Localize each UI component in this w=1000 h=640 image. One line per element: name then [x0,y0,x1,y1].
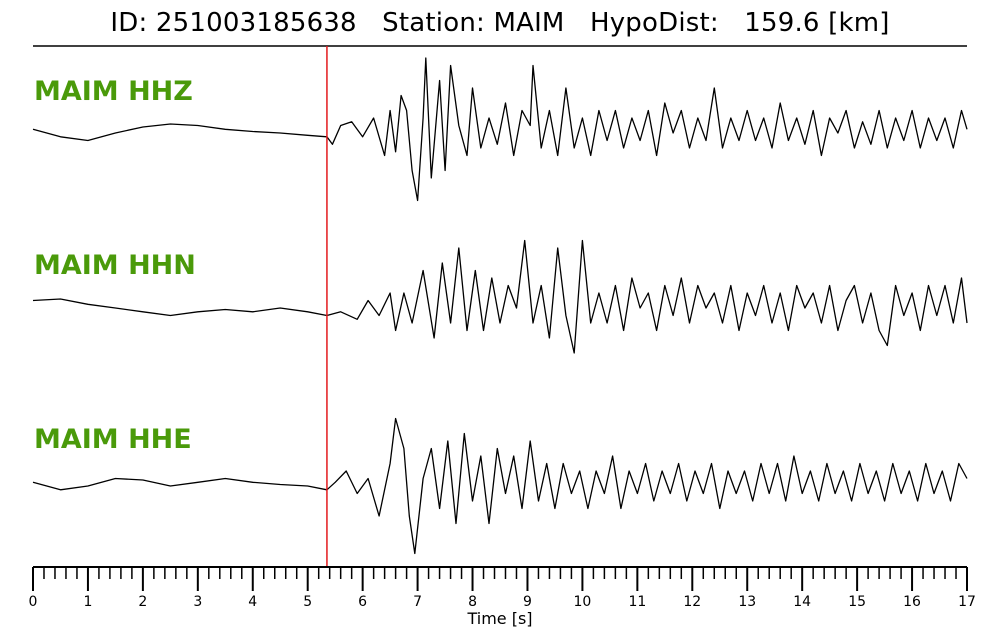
x-tick-label: 8 [468,594,477,610]
x-tick-label: 10 [573,594,591,610]
trace-label-maim-hhn: MAIM HHN [34,250,196,281]
x-tick-label: 3 [193,594,202,610]
x-tick-label: 9 [523,594,532,610]
x-tick-label: 5 [303,594,312,610]
x-tick-label: 15 [848,594,866,610]
chart-title: ID: 251003185638 Station: MAIM HypoDist:… [110,8,890,38]
trace-maim-hhe [32,417,968,555]
x-tick-label: 12 [683,594,701,610]
x-tick-label: 1 [83,594,92,610]
x-tick-label: 4 [248,594,257,610]
x-tick-label: 7 [413,594,422,610]
x-tick-label: 2 [138,594,147,610]
x-tick-label: 17 [958,594,976,610]
x-axis-label: Time [s] [466,609,532,628]
x-tick-label: 6 [358,594,367,610]
x-tick-label: 16 [903,594,921,610]
trace-label-maim-hhe: MAIM HHE [34,424,192,455]
trace-maim-hhn [32,239,968,354]
x-tick-label: 11 [628,594,646,610]
trace-maim-hhz [32,57,968,202]
trace-label-maim-hhz: MAIM HHZ [34,76,193,107]
x-tick-label: 0 [29,594,38,610]
x-tick-label: 14 [793,594,811,610]
traces-layer: MAIM HHZ MAIM HHN MAIM HHE [32,57,968,555]
x-tick-label: 13 [738,594,756,610]
time-axis: 0 1 2 3 4 5 6 7 8 9 10 11 12 13 14 15 16 17 [29,566,976,610]
